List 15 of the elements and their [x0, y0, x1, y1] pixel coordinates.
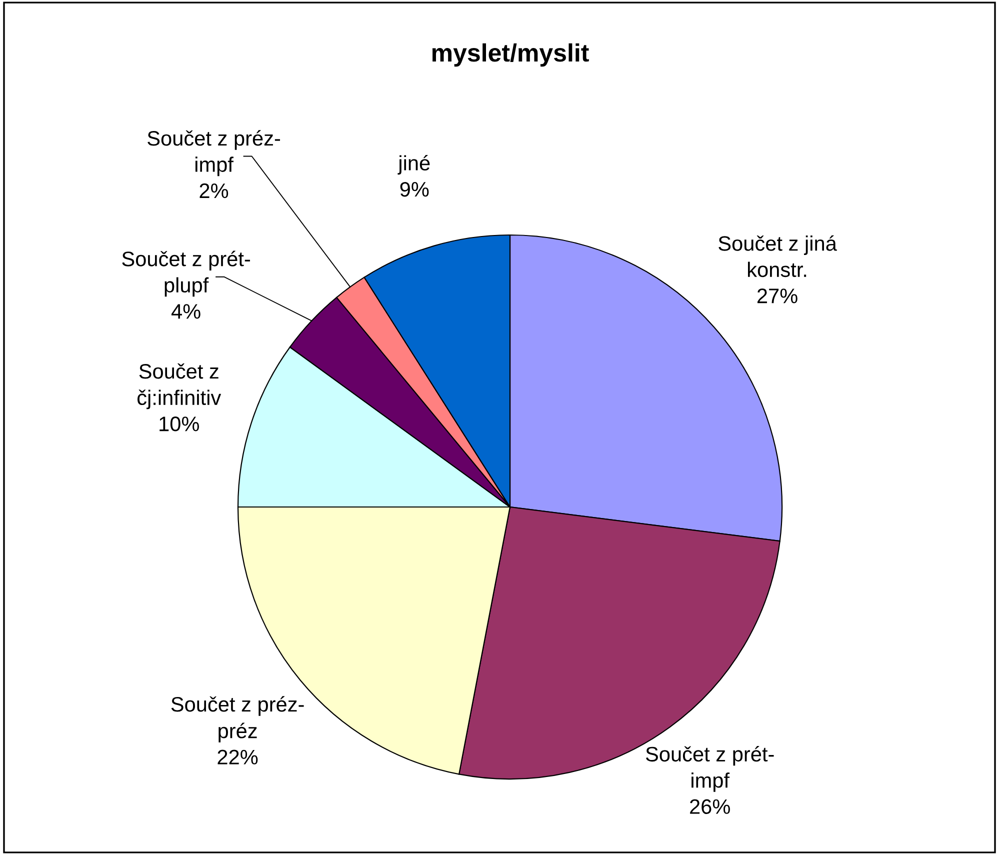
slice-label: jiné: [398, 154, 430, 175]
chart-title: myslet/myslit: [432, 43, 589, 67]
data-label: 22%: [218, 750, 258, 764]
slice-label: Součet z jiná konstr.: [718, 235, 837, 278]
slice-label: Součet z préz- préz: [171, 696, 304, 742]
slice-label: Součet z prét- impf: [646, 746, 774, 792]
data-label: 4%: [171, 304, 200, 319]
slice-label: Součet z prét- plupf: [122, 250, 250, 297]
data-label: 2%: [200, 183, 228, 198]
data-label: 9%: [400, 182, 429, 197]
data-label: 27%: [757, 288, 798, 304]
slice-label: Součet z čj:infinitiv: [138, 363, 222, 410]
data-label: 10%: [160, 416, 199, 432]
slice-label: Součet z préz- impf: [148, 130, 280, 176]
data-label: 26%: [690, 799, 730, 814]
